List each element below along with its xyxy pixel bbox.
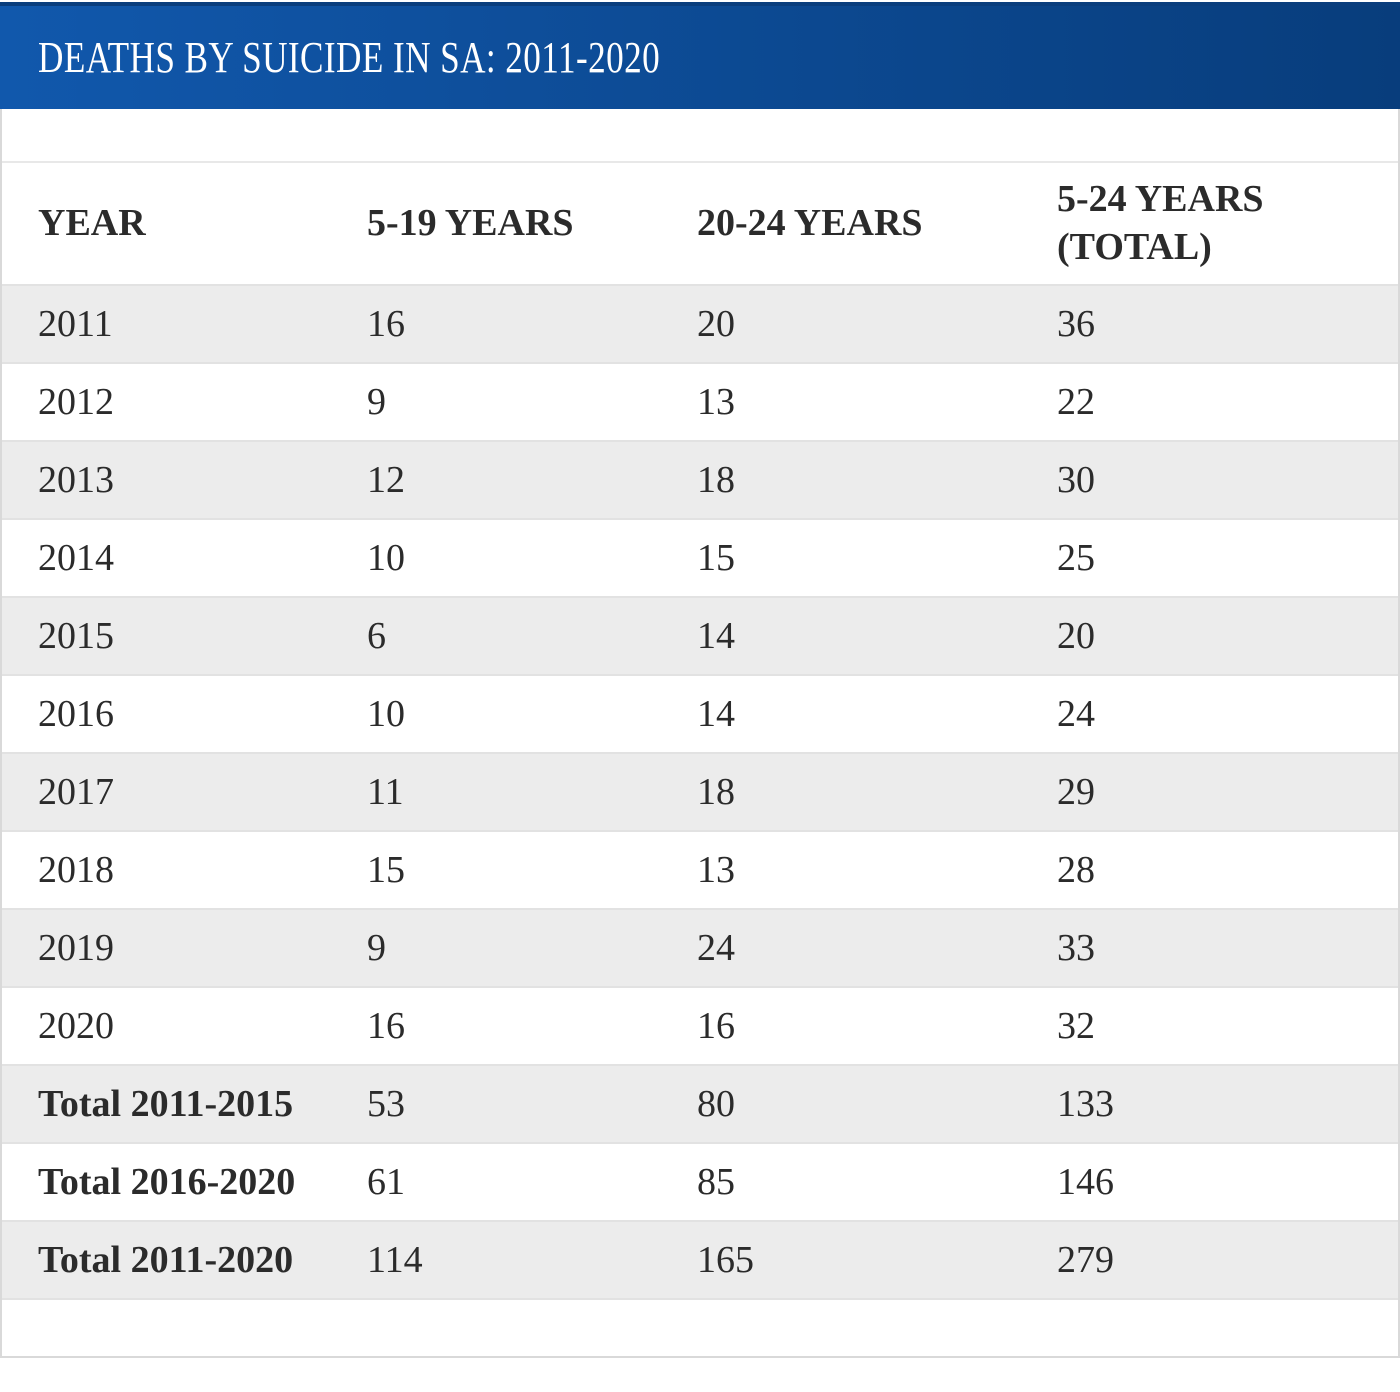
value-cell: 20	[1057, 615, 1095, 657]
row-label-cell: Total 2011-2015	[38, 1083, 294, 1125]
header-spacer	[2, 109, 1398, 163]
value-cell: 165	[697, 1239, 754, 1281]
value-cell: 15	[367, 849, 405, 891]
table-row: 2017 11 18 29	[2, 753, 1398, 831]
row-label-cell: 2019	[38, 927, 114, 969]
row-label-cell: Total 2011-2020	[38, 1239, 294, 1281]
row-label-cell: 2018	[38, 849, 114, 891]
value-cell: 12	[367, 459, 405, 501]
value-cell: 22	[1057, 381, 1095, 423]
value-cell: 16	[367, 303, 405, 345]
value-cell: 33	[1057, 927, 1095, 969]
table-container: YEAR 5-19 YEARS 20-24 YEARS 5-24 YEARS (TOT…	[0, 109, 1400, 1358]
value-cell: 18	[697, 459, 735, 501]
value-cell: 16	[367, 1005, 405, 1047]
value-cell: 14	[697, 693, 735, 735]
row-label-cell: 2011	[38, 303, 113, 345]
row-label-cell: 2020	[38, 1005, 114, 1047]
table-row: 2016 10 14 24	[2, 675, 1398, 753]
table-row: 2013 12 18 30	[2, 441, 1398, 519]
value-cell: 146	[1057, 1161, 1114, 1203]
value-cell: 15	[697, 537, 735, 579]
row-label-cell: 2014	[38, 537, 114, 579]
value-cell: 14	[697, 615, 735, 657]
table-row: Total 2011-2015 53 80 133	[2, 1065, 1398, 1143]
table-row: 2015 6 14 20	[2, 597, 1398, 675]
value-cell: 80	[697, 1083, 735, 1125]
value-cell: 11	[367, 771, 404, 813]
value-cell: 16	[697, 1005, 735, 1047]
column-header-3: 5-24 YEARS (TOTAL)	[1057, 163, 1398, 285]
value-cell: 10	[367, 693, 405, 735]
row-label-cell: 2017	[38, 771, 114, 813]
value-cell: 29	[1057, 771, 1095, 813]
table-row: 2019 9 24 33	[2, 909, 1398, 987]
value-cell: 279	[1057, 1239, 1114, 1281]
value-cell: 61	[367, 1161, 405, 1203]
row-label-cell: 2015	[38, 615, 114, 657]
column-header-2: 20-24 YEARS	[697, 163, 1057, 285]
value-cell: 9	[367, 381, 386, 423]
table-row: 2018 15 13 28	[2, 831, 1398, 909]
table-row: 2020 16 16 32	[2, 987, 1398, 1065]
value-cell: 10	[367, 537, 405, 579]
data-table: YEAR 5-19 YEARS 20-24 YEARS 5-24 YEARS (TOT…	[2, 163, 1398, 1300]
value-cell: 24	[1057, 693, 1095, 735]
value-cell: 9	[367, 927, 386, 969]
table-row: 2011 16 20 36	[2, 285, 1398, 363]
header-row: YEAR 5-19 YEARS 20-24 YEARS 5-24 YEARS (TOT…	[2, 163, 1398, 285]
value-cell: 133	[1057, 1083, 1114, 1125]
value-cell: 13	[697, 849, 735, 891]
value-cell: 85	[697, 1161, 735, 1203]
table-row: 2012 9 13 22	[2, 363, 1398, 441]
value-cell: 18	[697, 771, 735, 813]
value-cell: 25	[1057, 537, 1095, 579]
value-cell: 114	[367, 1239, 423, 1281]
value-cell: 13	[697, 381, 735, 423]
row-label-cell: 2016	[38, 693, 114, 735]
value-cell: 20	[697, 303, 735, 345]
table-row: 2014 10 15 25	[2, 519, 1398, 597]
row-label-cell: 2013	[38, 459, 114, 501]
table-title-bar: DEATHS BY SUICIDE IN SA: 2011-2020	[0, 2, 1400, 109]
value-cell: 24	[697, 927, 735, 969]
footer-spacer	[2, 1300, 1398, 1356]
value-cell: 28	[1057, 849, 1095, 891]
value-cell: 36	[1057, 303, 1095, 345]
column-header-1: 5-19 YEARS	[367, 163, 697, 285]
row-label-cell: Total 2016-2020	[38, 1161, 296, 1203]
table-title: DEATHS BY SUICIDE IN SA: 2011-2020	[38, 33, 661, 82]
table-row: Total 2016-2020 61 85 146	[2, 1143, 1398, 1221]
value-cell: 53	[367, 1083, 405, 1125]
value-cell: 30	[1057, 459, 1095, 501]
value-cell: 6	[367, 615, 386, 657]
table-row: Total 2011-2020 114 165 279	[2, 1221, 1398, 1299]
row-label-cell: 2012	[38, 381, 114, 423]
column-header-0: YEAR	[2, 163, 367, 285]
value-cell: 32	[1057, 1005, 1095, 1047]
